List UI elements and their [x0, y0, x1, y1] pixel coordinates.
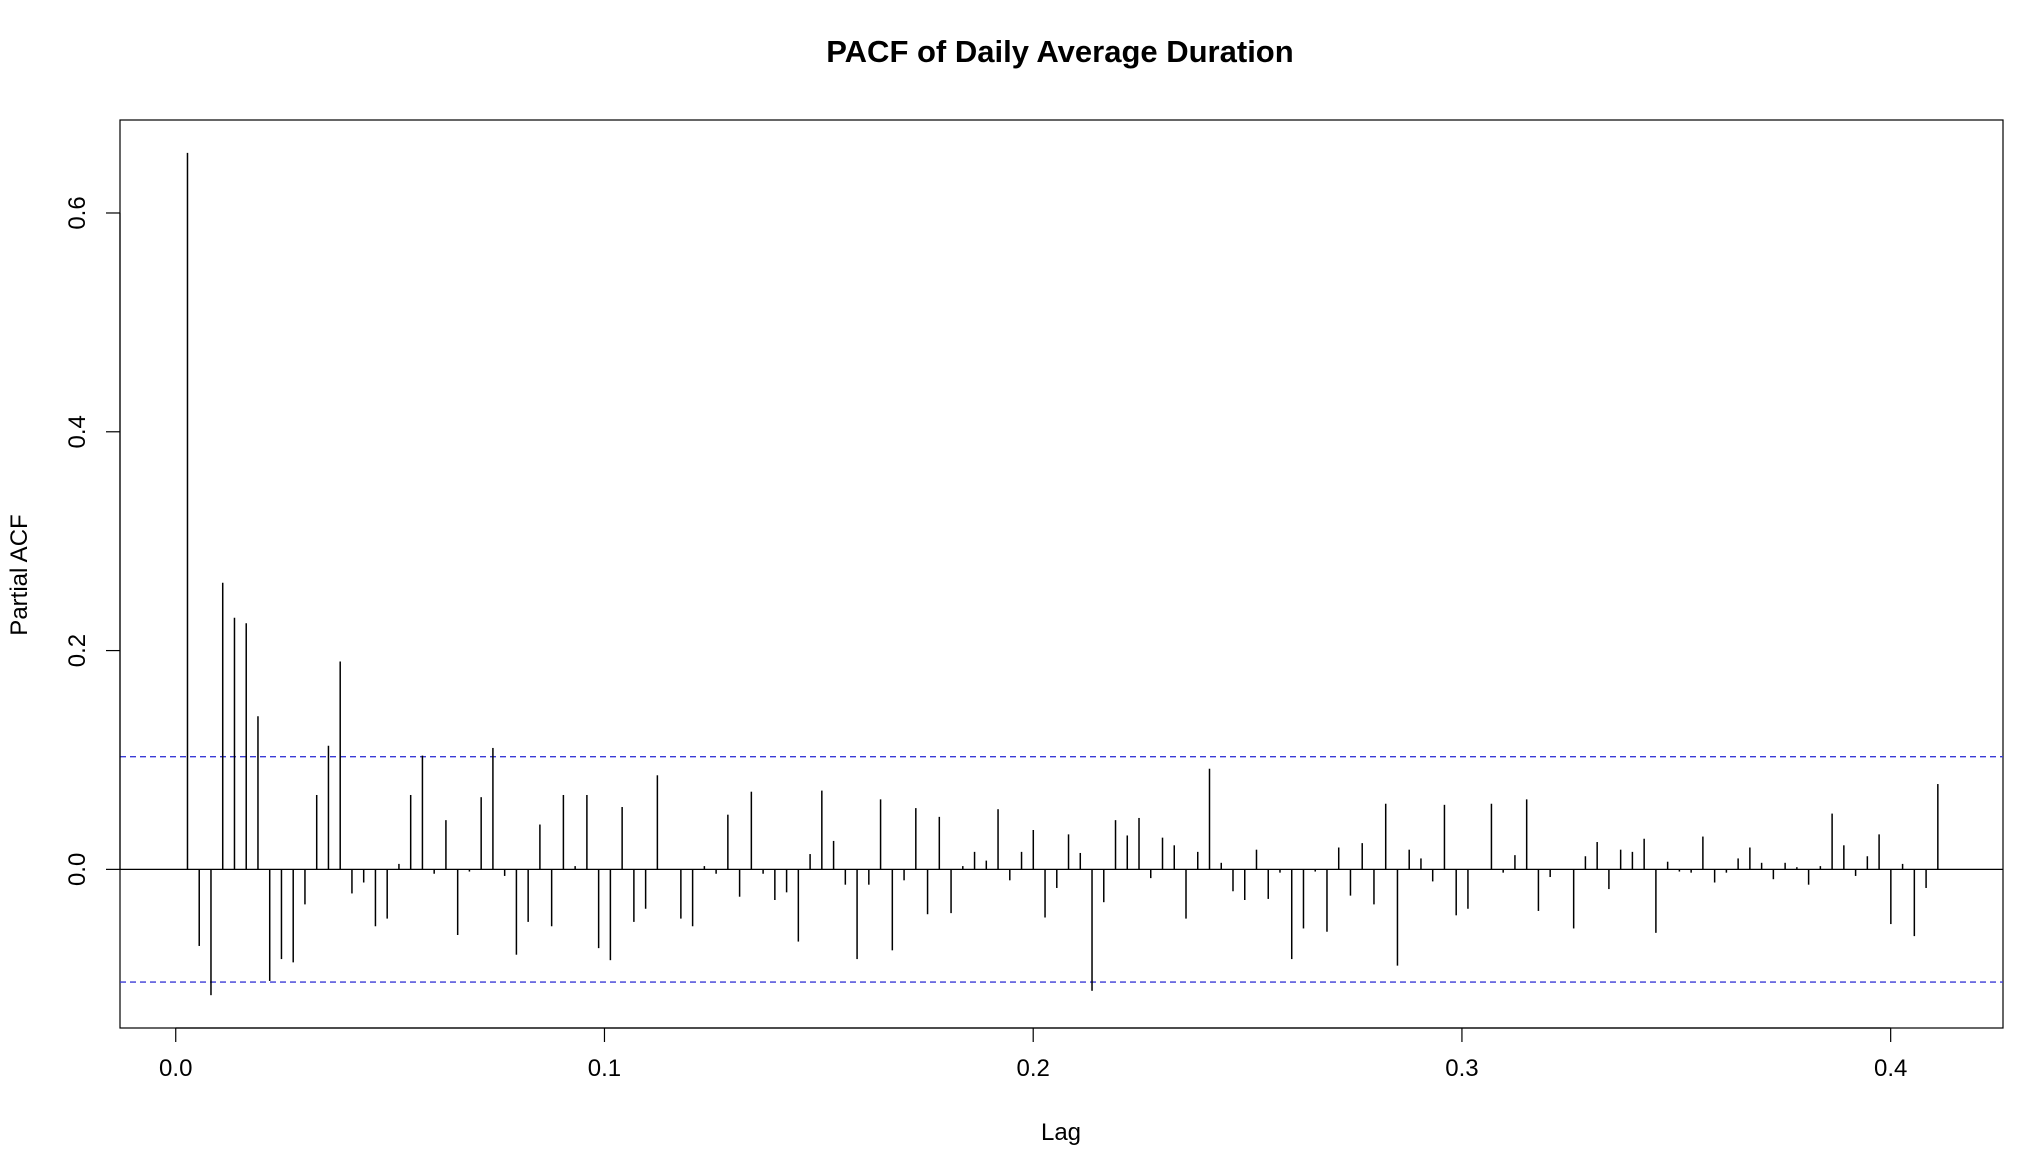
- pacf-bars: [186, 152, 1939, 996]
- x-axis-label: Lag: [1041, 1119, 1081, 1146]
- plot-frame: [119, 119, 2004, 1029]
- y-axis-label: Partial ACF: [6, 514, 33, 635]
- x-tick-label: 0.1: [588, 1055, 621, 1082]
- chart-title: PACF of Daily Average Duration: [826, 34, 1293, 69]
- y-tick-label: 0.2: [64, 634, 91, 667]
- y-tick-label: 0.4: [64, 415, 91, 448]
- confidence-bounds: [120, 756, 2003, 983]
- y-tick-label: 0.6: [64, 196, 91, 229]
- x-tick-label: 0.4: [1874, 1055, 1907, 1082]
- x-tick-label: 0.3: [1445, 1055, 1478, 1082]
- x-tick-label: 0.0: [159, 1055, 192, 1082]
- x-axis: 0.0 0.1 0.2 0.3 0.4: [159, 1027, 1907, 1082]
- x-tick-label: 0.2: [1017, 1055, 1050, 1082]
- y-tick-label: 0.0: [64, 853, 91, 886]
- y-axis: 0.0 0.2 0.4 0.6: [64, 196, 121, 886]
